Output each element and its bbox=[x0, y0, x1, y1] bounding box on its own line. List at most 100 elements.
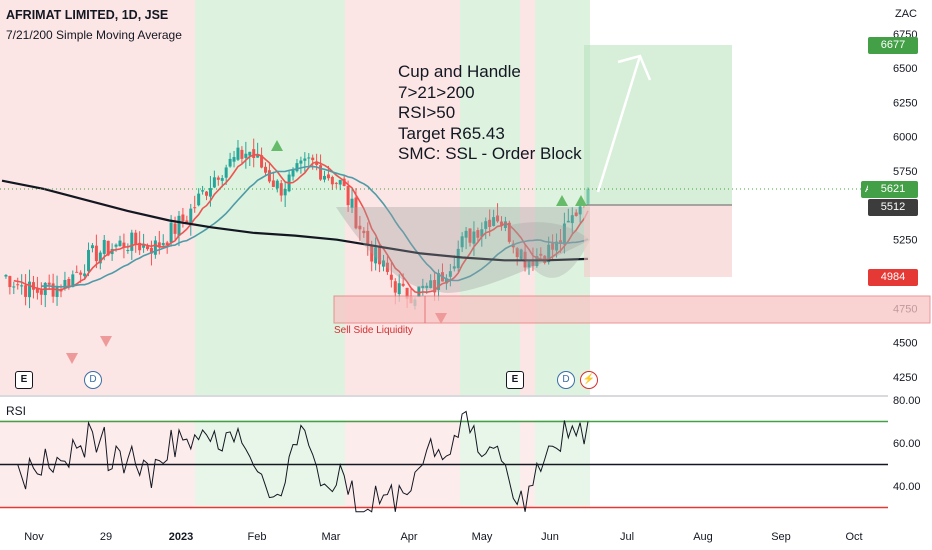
candle-body bbox=[562, 223, 566, 245]
rsi-pane-label[interactable]: RSI bbox=[6, 404, 27, 418]
currency-label: ZAC bbox=[895, 8, 917, 20]
sma200-line bbox=[1, 179, 589, 262]
candle-body bbox=[208, 188, 212, 197]
candle-body bbox=[315, 161, 319, 165]
last-price-tag: 5621 bbox=[868, 181, 918, 198]
time-tick-9: Aug bbox=[693, 531, 713, 543]
candle-body bbox=[67, 278, 71, 288]
price-tick-5750: 5750 bbox=[893, 166, 917, 178]
candle-body bbox=[130, 232, 134, 251]
candle-body bbox=[385, 262, 389, 272]
candle-body bbox=[39, 290, 43, 295]
candle-body bbox=[138, 242, 142, 251]
rsi-tick-1: 60.00 bbox=[893, 438, 921, 450]
split-icon[interactable]: ⚡ bbox=[580, 371, 598, 389]
candle-body bbox=[114, 244, 118, 247]
candle-body bbox=[216, 177, 220, 180]
candle-body bbox=[378, 246, 382, 265]
candle-body bbox=[20, 285, 24, 287]
annotation-line-2: 7>21>200 bbox=[398, 82, 475, 102]
price-tick-4500: 4500 bbox=[893, 338, 917, 350]
candle-body bbox=[307, 157, 311, 159]
trend-zone-2 bbox=[345, 0, 460, 395]
dividend-icon[interactable]: D bbox=[84, 371, 102, 389]
signal-up-icon bbox=[575, 195, 587, 206]
symbol-title[interactable]: AFRIMAT LIMITED, 1D, JSE bbox=[6, 8, 169, 22]
candle-body bbox=[303, 158, 307, 161]
candle-body bbox=[267, 170, 271, 182]
candle-body bbox=[291, 169, 295, 177]
candle-body bbox=[527, 261, 531, 268]
candle-body bbox=[555, 241, 559, 251]
candle-body bbox=[161, 242, 165, 246]
time-tick-3: Feb bbox=[248, 531, 267, 543]
ssl-zone-label: Sell Side Liquidity bbox=[334, 325, 413, 336]
time-tick-7: Jun bbox=[541, 531, 559, 543]
candle-body bbox=[197, 193, 201, 206]
candle-body bbox=[492, 217, 496, 226]
candle-body bbox=[232, 157, 236, 162]
indicator-legend[interactable]: 7/21/200 Simple Moving Average bbox=[6, 28, 182, 42]
candle-body bbox=[8, 276, 12, 288]
earnings-icon[interactable]: E bbox=[15, 371, 33, 389]
candle-body bbox=[264, 166, 268, 173]
rsi-tick-0: 80.00 bbox=[893, 395, 921, 407]
candle-body bbox=[366, 230, 370, 246]
trend-zone-4 bbox=[520, 0, 535, 395]
dividend-icon-2[interactable]: D bbox=[557, 371, 575, 389]
candle-body bbox=[311, 157, 315, 161]
candle-body bbox=[126, 250, 130, 252]
trade-annotation[interactable]: Cup and Handle 7>21>200 RSI>50 Target R6… bbox=[398, 62, 582, 165]
candle-body bbox=[397, 283, 401, 295]
candle-body bbox=[342, 178, 346, 187]
trend-zone-1 bbox=[195, 0, 345, 395]
candle-body bbox=[240, 149, 244, 159]
trend-zone-3 bbox=[460, 0, 520, 395]
candle-body bbox=[31, 282, 35, 290]
candle-body bbox=[153, 240, 157, 255]
candle-body bbox=[362, 230, 366, 234]
price-tick-6500: 6500 bbox=[893, 63, 917, 75]
annotation-line-4: Target R65.43 bbox=[398, 123, 505, 143]
candle-body bbox=[354, 197, 358, 229]
candle-body bbox=[28, 281, 32, 298]
cup-shape bbox=[336, 207, 590, 293]
candle-body bbox=[236, 147, 240, 160]
candle-body bbox=[275, 180, 279, 189]
time-tick-4: Mar bbox=[322, 531, 341, 543]
candle-body bbox=[106, 240, 110, 256]
candle-body bbox=[299, 160, 303, 164]
candle-body bbox=[429, 280, 433, 289]
candle-body bbox=[346, 186, 350, 206]
candle-body bbox=[224, 167, 228, 178]
candle-body bbox=[118, 240, 122, 247]
candle-body bbox=[79, 272, 83, 275]
candle-body bbox=[149, 247, 153, 254]
candle-body bbox=[4, 274, 8, 277]
candle-body bbox=[468, 228, 472, 243]
candle-body bbox=[507, 222, 511, 242]
candle-body bbox=[484, 221, 488, 229]
candle-body bbox=[539, 253, 543, 256]
candle-body bbox=[374, 247, 378, 264]
candle-body bbox=[488, 219, 492, 227]
candle-body bbox=[381, 260, 385, 267]
candle-body bbox=[177, 215, 181, 236]
sma7-line bbox=[13, 153, 589, 294]
price-tick-5250: 5250 bbox=[893, 235, 917, 247]
candle-body bbox=[547, 244, 551, 263]
candle-body bbox=[47, 282, 51, 285]
time-tick-6: May bbox=[472, 531, 493, 543]
candle-body bbox=[350, 198, 354, 208]
candle-body bbox=[574, 212, 578, 216]
candle-body bbox=[201, 190, 205, 192]
candle-body bbox=[444, 278, 448, 284]
candle-body bbox=[279, 183, 283, 196]
candle-body bbox=[110, 248, 114, 255]
candle-body bbox=[244, 153, 248, 158]
candle-body bbox=[437, 273, 441, 290]
projection-arrow-head bbox=[617, 54, 652, 81]
earnings-icon-2[interactable]: E bbox=[506, 371, 524, 389]
